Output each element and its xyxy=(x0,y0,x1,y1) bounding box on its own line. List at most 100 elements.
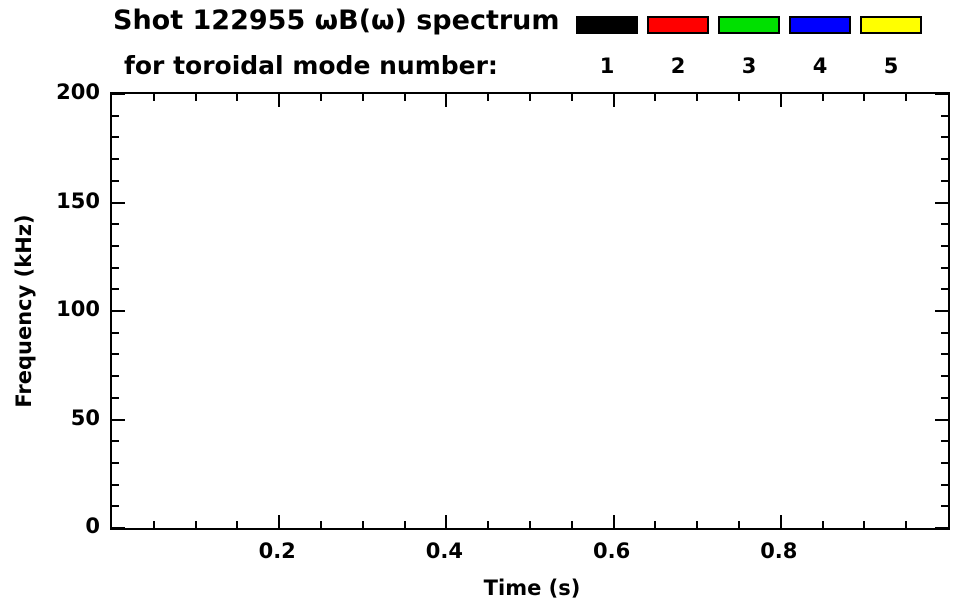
x-major-tick xyxy=(612,515,615,528)
x-major-tick-top xyxy=(612,94,615,107)
legend-swatch-3 xyxy=(718,16,780,34)
legend: 1 2 3 4 5 xyxy=(576,16,922,77)
x-minor-tick-top xyxy=(570,94,573,101)
x-tick-label: 0.6 xyxy=(592,539,631,563)
y-minor-tick xyxy=(112,375,119,378)
y-minor-tick xyxy=(112,396,119,399)
legend-swatch-5 xyxy=(860,16,922,34)
y-minor-tick-right xyxy=(941,396,948,399)
x-minor-tick xyxy=(821,521,824,528)
x-minor-tick-top xyxy=(236,94,239,101)
y-minor-tick xyxy=(112,483,119,486)
plot-area xyxy=(110,92,950,530)
y-minor-tick-right xyxy=(941,136,948,139)
x-minor-tick xyxy=(654,521,657,528)
x-minor-tick-top xyxy=(487,94,490,101)
y-major-tick-right xyxy=(935,527,948,529)
y-minor-tick-right xyxy=(941,288,948,291)
x-minor-tick-top xyxy=(863,94,866,101)
y-minor-tick xyxy=(112,266,119,269)
x-minor-tick xyxy=(194,521,197,528)
legend-swatch-4 xyxy=(789,16,851,34)
x-minor-tick-top xyxy=(654,94,657,101)
chart-title: Shot 122955 ωB(ω) spectrum xyxy=(113,5,560,36)
x-minor-tick xyxy=(320,521,322,528)
y-minor-tick xyxy=(112,440,119,443)
legend-swatch-1 xyxy=(576,16,638,34)
x-minor-tick-top xyxy=(194,94,197,101)
x-minor-tick xyxy=(236,521,239,528)
y-major-tick-right xyxy=(935,310,948,312)
x-minor-tick xyxy=(152,521,155,528)
y-tick-label: 200 xyxy=(56,80,100,104)
legend-item-4: 4 xyxy=(789,16,851,77)
legend-item-5: 5 xyxy=(860,16,922,77)
x-minor-tick xyxy=(403,521,406,528)
x-minor-tick-top xyxy=(152,94,155,101)
y-minor-tick xyxy=(112,136,119,139)
x-tick-label: 0.2 xyxy=(258,539,296,563)
y-minor-tick xyxy=(112,505,119,508)
chart-subtitle: for toroidal mode number: xyxy=(124,51,498,80)
y-minor-tick xyxy=(112,331,119,334)
legend-item-3: 3 xyxy=(718,16,780,77)
y-minor-tick xyxy=(112,114,119,117)
y-minor-tick xyxy=(112,353,119,356)
x-axis-label: Time (s) xyxy=(483,576,581,600)
x-major-tick xyxy=(779,515,782,528)
x-major-tick-top xyxy=(779,94,782,107)
x-minor-tick xyxy=(863,521,866,528)
y-minor-tick-right xyxy=(941,483,948,486)
x-tick-label: 0.8 xyxy=(760,539,798,563)
y-minor-tick-right xyxy=(941,114,948,117)
y-minor-tick-right xyxy=(941,375,948,378)
x-minor-tick xyxy=(487,521,490,528)
x-minor-tick-top xyxy=(738,94,740,101)
legend-label-5: 5 xyxy=(883,54,899,78)
x-minor-tick-top xyxy=(905,94,908,101)
y-minor-tick xyxy=(112,244,119,247)
x-minor-tick xyxy=(738,521,740,528)
x-tick-label: 0.4 xyxy=(425,539,463,563)
y-major-tick-right xyxy=(935,418,948,421)
y-major-tick xyxy=(112,201,125,204)
y-major-tick xyxy=(112,418,125,421)
y-minor-tick xyxy=(112,158,119,161)
y-tick-label: 150 xyxy=(56,188,100,213)
y-minor-tick xyxy=(112,461,119,464)
x-minor-tick-top xyxy=(361,94,364,101)
x-minor-tick xyxy=(570,521,573,528)
legend-label-4: 4 xyxy=(812,54,828,78)
y-tick-label: 50 xyxy=(70,405,100,430)
y-minor-tick-right xyxy=(941,440,948,443)
x-major-tick xyxy=(278,515,281,528)
y-minor-tick-right xyxy=(941,331,948,334)
x-minor-tick-top xyxy=(320,94,322,101)
legend-label-3: 3 xyxy=(741,54,757,78)
legend-label-1: 1 xyxy=(599,54,615,78)
y-minor-tick-right xyxy=(941,158,948,161)
y-minor-tick-right xyxy=(941,244,948,247)
y-minor-tick xyxy=(112,288,119,291)
x-major-tick-top xyxy=(278,94,281,107)
y-tick-label: 0 xyxy=(85,514,100,538)
y-minor-tick-right xyxy=(941,266,948,269)
legend-item-2: 2 xyxy=(647,16,709,77)
y-minor-tick-right xyxy=(941,461,948,464)
x-minor-tick-top xyxy=(821,94,824,101)
x-major-tick xyxy=(445,515,448,528)
y-minor-tick-right xyxy=(941,353,948,356)
legend-label-2: 2 xyxy=(670,54,686,78)
y-major-tick-right xyxy=(935,93,948,95)
y-major-tick-right xyxy=(935,201,948,204)
y-minor-tick-right xyxy=(941,179,948,182)
x-major-tick-top xyxy=(445,94,448,107)
y-major-tick xyxy=(112,527,125,529)
x-minor-tick-top xyxy=(403,94,406,101)
y-major-tick xyxy=(112,93,125,95)
y-minor-tick xyxy=(112,223,119,226)
y-minor-tick xyxy=(112,179,119,182)
x-minor-tick-top xyxy=(696,94,699,101)
x-minor-tick xyxy=(696,521,699,528)
